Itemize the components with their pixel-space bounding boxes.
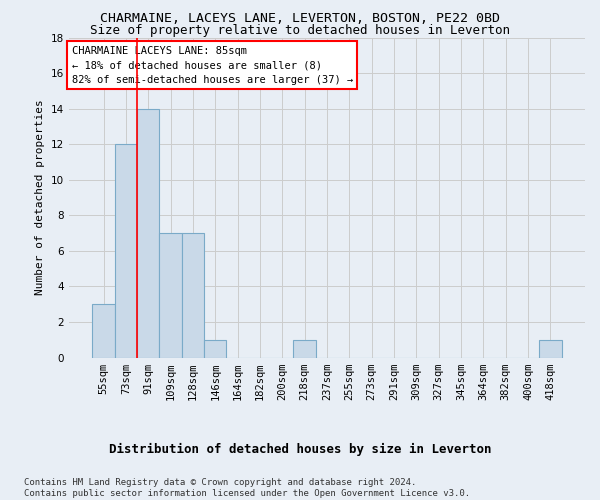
- Bar: [539, 340, 562, 357]
- Bar: [293, 340, 316, 357]
- Text: CHARMAINE, LACEYS LANE, LEVERTON, BOSTON, PE22 0BD: CHARMAINE, LACEYS LANE, LEVERTON, BOSTON…: [100, 12, 500, 26]
- Bar: [204, 340, 226, 357]
- Text: Size of property relative to detached houses in Leverton: Size of property relative to detached ho…: [90, 24, 510, 37]
- Bar: [115, 144, 137, 358]
- Text: Distribution of detached houses by size in Leverton: Distribution of detached houses by size …: [109, 442, 491, 456]
- Text: CHARMAINE LACEYS LANE: 85sqm
← 18% of detached houses are smaller (8)
82% of sem: CHARMAINE LACEYS LANE: 85sqm ← 18% of de…: [71, 46, 353, 85]
- Bar: [160, 233, 182, 358]
- Y-axis label: Number of detached properties: Number of detached properties: [35, 100, 46, 296]
- Bar: [182, 233, 204, 358]
- Text: Contains HM Land Registry data © Crown copyright and database right 2024.
Contai: Contains HM Land Registry data © Crown c…: [24, 478, 470, 498]
- Bar: [137, 108, 160, 358]
- Bar: [92, 304, 115, 358]
